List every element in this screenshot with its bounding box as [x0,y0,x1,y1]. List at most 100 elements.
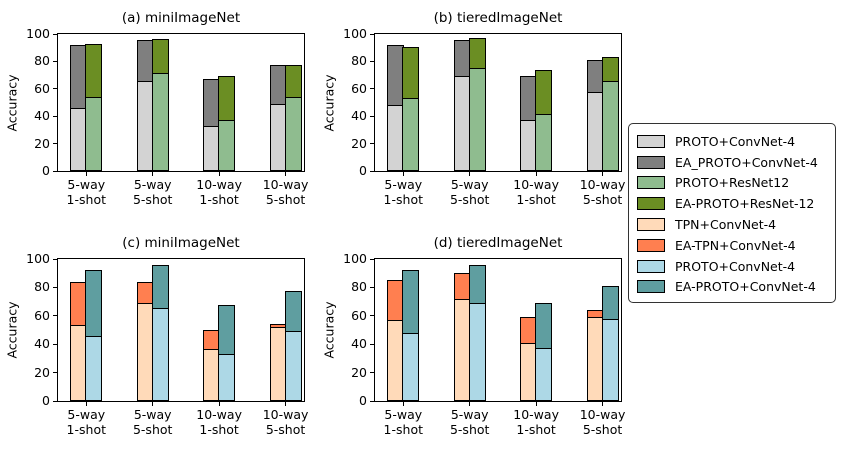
legend-label: PROTO+ConvNet-4 [675,133,796,149]
x-tick-label: 5-way 1-shot [66,407,106,437]
bar-group [136,39,169,171]
y-tick-mark [370,400,374,402]
x-tick-label: 10-way 5-shot [579,407,626,437]
y-tick-label: 40 [351,336,367,352]
x-tick-mark [402,402,404,406]
bar-group [453,264,486,401]
bar-proto-convnet-4 [535,302,553,401]
bar-proto-convnet-4 [218,305,236,401]
bar-segment-base [468,68,486,171]
legend-label: PROTO+ConvNet-4 [675,258,796,274]
y-tick-mark [53,400,57,402]
bar-segment-base [151,73,169,171]
panel-d-ylabel: Accuracy [321,301,337,359]
y-tick-label: 100 [343,26,367,41]
x-tick-label: 5-way 1-shot [383,177,423,207]
y-tick-label: 40 [34,336,50,352]
x-tick-mark [535,172,537,176]
y-tick-label: 40 [34,108,50,124]
x-tick-mark [535,402,537,406]
bar-segment-top [151,264,169,309]
x-tick-label: 5-way 5-shot [132,407,173,437]
legend: PROTO+ConvNet-4 EA_PROTO+ConvNet-4 PROTO+R… [628,123,836,303]
bar-segment-base [284,97,302,171]
x-tick-mark [285,402,287,406]
panel-d-plot: (d) tieredImageNet Accuracy 0 20 40 60 80 100… [322,235,626,437]
y-tick-label: 0 [359,393,367,408]
x-tick-label: 10-way 1-shot [196,407,242,437]
x-tick-mark [602,172,604,176]
bar-group [203,76,236,171]
y-tick-mark [53,88,57,90]
bar-proto-resnet12 [402,46,420,171]
y-tick-mark [53,115,57,117]
bar-segment-top [601,56,619,83]
legend-item: TPN+ConvNet-4 [637,214,831,235]
bar-segment-top [601,285,619,320]
bar-segment-base [151,308,169,401]
bar-segment-base [284,331,302,401]
bar-segment-top [284,65,302,99]
bar-group [269,291,302,401]
y-tick-label: 100 [343,251,367,266]
x-tick-label: 5-way 5-shot [449,407,490,437]
x-tick-label: 10-way 1-shot [196,177,242,207]
y-tick-label: 80 [351,279,367,295]
bar-segment-top [468,38,486,70]
x-tick-mark [285,172,287,176]
y-tick-label: 60 [34,307,50,323]
bar-segment-top [218,305,236,356]
legend-item: PROTO+ConvNet-4 [637,131,831,152]
bar-group [586,56,619,171]
y-tick-mark [53,143,57,145]
legend-label: EA-PROTO+ConvNet-4 [675,279,816,295]
x-tick-mark [218,402,220,406]
bar-proto-convnet-4 [402,269,420,401]
bar-proto-convnet-4 [284,291,302,401]
panel-c-plot: (c) miniImageNet Accuracy 0 20 40 60 80 100 5-… [5,235,309,437]
y-tick-label: 0 [42,163,50,178]
x-tick-label: 10-way 5-shot [579,177,626,207]
y-tick-label: 0 [42,393,50,408]
y-tick-label: 100 [26,26,50,41]
bar-group [453,38,486,171]
legend-label: PROTO+ResNet12 [675,175,790,191]
y-tick-label: 20 [34,364,50,380]
x-tick-mark [402,172,404,176]
y-tick-mark [53,60,57,62]
bar-segment-top [85,43,103,99]
bar-segment-base [85,97,103,171]
legend-item: EA-PROTO+ConvNet-4 [637,277,831,298]
y-tick-mark [53,33,57,35]
bar-group [70,43,103,171]
bar-group [136,264,169,401]
legend-item: EA-PROTO+ResNet-12 [637,193,831,214]
legend-label: EA_PROTO+ConvNet-4 [675,154,818,170]
panel-a-plot: (a) miniImageNet Accuracy 0 20 40 60 80 100 5-… [5,10,309,207]
x-tick-mark [85,172,87,176]
x-tick-label: 5-way 1-shot [383,407,423,437]
y-tick-mark [53,258,57,260]
panel-d-title: (d) tieredImageNet [433,235,563,251]
legend-swatch [637,259,665,273]
bar-segment-base [85,335,103,401]
bar-segment-base [601,318,619,401]
y-tick-mark [53,343,57,345]
y-tick-mark [370,33,374,35]
legend-item: PROTO+ResNet12 [637,173,831,194]
panel-b-title: (b) tieredImageNet [433,10,563,26]
bar-segment-top [151,39,169,75]
bar-segment-top [402,269,420,334]
bar-proto-resnet12 [601,56,619,171]
legend-label: EA-PROTO+ResNet-12 [675,196,815,212]
x-tick-mark [152,402,154,406]
bar-proto-resnet12 [218,76,236,171]
y-tick-label: 60 [351,307,367,323]
x-tick-label: 10-way 1-shot [513,177,559,207]
legend-item: EA-TPN+ConvNet-4 [637,235,831,256]
legend-swatch [637,280,665,294]
y-tick-mark [53,286,57,288]
bar-proto-resnet12 [85,43,103,171]
y-tick-label: 80 [34,279,50,295]
